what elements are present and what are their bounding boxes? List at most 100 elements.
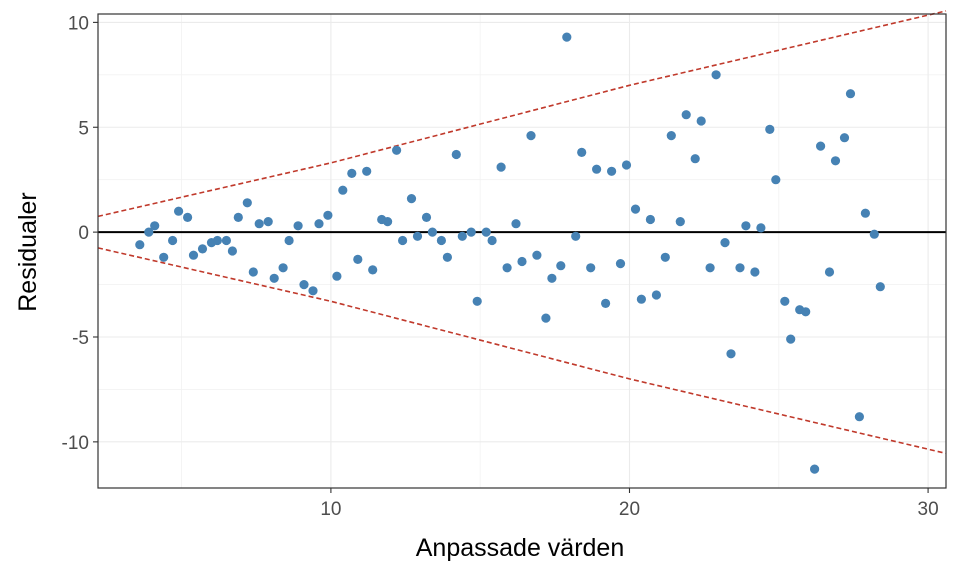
data-point	[212, 235, 222, 246]
data-point	[496, 162, 506, 172]
data-point	[756, 223, 766, 233]
data-point	[406, 194, 417, 204]
data-point	[801, 307, 811, 317]
data-point	[144, 227, 154, 237]
data-point	[601, 298, 611, 308]
data-point	[502, 263, 512, 273]
data-point	[197, 244, 208, 254]
data-point	[681, 110, 691, 120]
data-point	[472, 296, 482, 306]
data-point	[810, 464, 820, 474]
data-point	[442, 252, 452, 262]
data-point	[607, 166, 617, 176]
grid-major	[98, 14, 946, 488]
data-point	[735, 263, 745, 273]
data-point	[269, 273, 279, 283]
x-tick-label: 20	[619, 499, 640, 520]
data-point	[786, 334, 796, 344]
x-axis-title: Anpassade värden	[416, 534, 624, 562]
data-point	[711, 70, 721, 80]
data-point	[824, 267, 835, 277]
data-point	[392, 145, 402, 155]
data-point	[771, 175, 781, 185]
data-point	[577, 147, 587, 157]
data-point	[481, 227, 491, 237]
data-point	[299, 280, 309, 290]
data-point	[284, 235, 294, 246]
data-point	[660, 252, 670, 262]
data-point	[338, 185, 348, 195]
panel-border	[97, 13, 947, 489]
x-axis-ticks: 10 20 30	[320, 488, 939, 520]
data-point	[308, 286, 318, 296]
data-point	[353, 254, 363, 264]
x-tick-label: 30	[918, 499, 939, 520]
data-point	[869, 229, 879, 239]
data-point	[466, 227, 476, 237]
data-point	[517, 256, 527, 267]
data-point	[571, 231, 581, 241]
data-point	[526, 131, 536, 141]
data-point	[541, 313, 551, 323]
data-point	[221, 235, 231, 246]
data-point	[323, 210, 333, 220]
data-point	[666, 131, 676, 141]
data-point	[293, 221, 303, 231]
data-point	[421, 212, 432, 222]
data-point	[168, 235, 178, 246]
band-lower	[97, 247, 947, 455]
data-point	[592, 164, 602, 174]
data-point	[696, 116, 706, 126]
data-point	[726, 349, 736, 359]
data-point	[830, 156, 841, 166]
data-point	[636, 294, 647, 304]
data-point	[690, 154, 700, 164]
data-point	[159, 252, 169, 262]
data-point	[615, 259, 626, 269]
data-point	[436, 235, 446, 246]
data-point	[586, 263, 596, 273]
data-point	[675, 217, 685, 227]
data-point	[780, 296, 790, 306]
data-point	[227, 246, 237, 256]
data-point	[427, 227, 437, 237]
data-point	[242, 198, 252, 208]
data-point	[487, 235, 497, 246]
data-point	[630, 204, 641, 214]
data-point	[839, 133, 850, 143]
x-tick-label: 10	[320, 499, 341, 520]
data-point	[860, 208, 871, 218]
data-point	[188, 250, 199, 260]
y-tick-label: 10	[68, 13, 89, 34]
data-point	[556, 261, 566, 271]
y-tick-label: -5	[72, 328, 89, 349]
data-point	[457, 231, 467, 241]
data-point	[347, 168, 357, 178]
data-point	[532, 250, 542, 260]
y-axis-ticks: 10 5 0 -5 -10	[62, 13, 98, 454]
y-tick-label: 0	[78, 223, 89, 244]
data-point	[362, 166, 372, 176]
band-upper	[97, 10, 947, 218]
data-point	[368, 265, 378, 275]
data-point	[150, 221, 160, 231]
data-point	[511, 219, 521, 229]
data-point	[412, 231, 423, 241]
data-point	[332, 271, 342, 281]
data-point	[705, 263, 715, 273]
data-point	[765, 124, 775, 134]
data-point	[875, 282, 885, 292]
data-point	[135, 240, 145, 250]
data-point	[254, 219, 264, 229]
data-point	[451, 149, 461, 160]
data-point	[645, 214, 656, 225]
data-point	[750, 267, 760, 277]
data-point	[398, 235, 408, 246]
data-point	[845, 89, 856, 99]
data-point	[816, 141, 826, 151]
prediction-bands	[97, 10, 947, 455]
data-point	[314, 219, 324, 229]
scatter-points	[135, 32, 885, 474]
data-point	[621, 160, 632, 170]
y-tick-label: 5	[78, 118, 89, 139]
